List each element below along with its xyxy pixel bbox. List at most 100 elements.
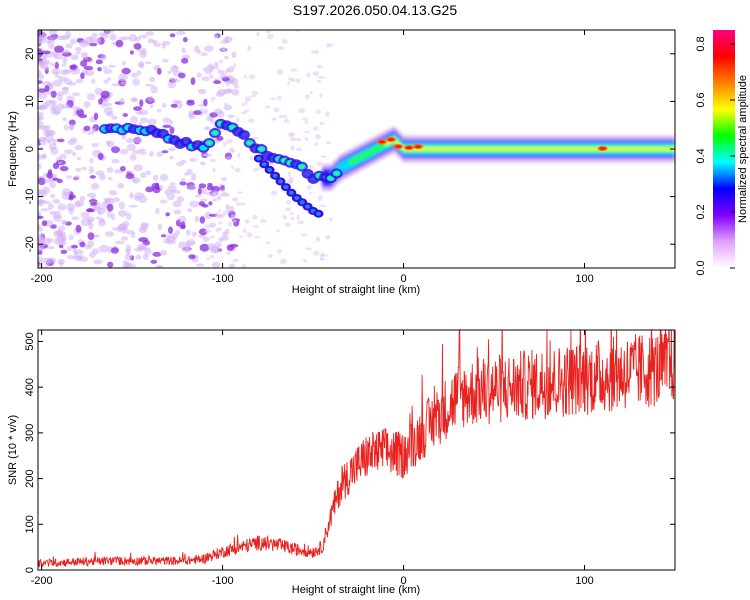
noise-blob [268,253,274,258]
noise-blob [87,131,94,136]
noise-blob [125,212,132,220]
noise-blob [228,75,234,80]
noise-blob [241,111,248,115]
noise-blob [295,138,302,142]
noise-blob [220,213,225,218]
noise-blob [198,234,207,238]
noise-blob [99,173,106,181]
noise-blob [54,45,64,53]
noise-blob [209,74,214,79]
noise-blob [147,38,154,44]
noise-blob [209,235,216,239]
noise-blob [60,249,68,254]
spectrogram-y-tick-label: 20 [24,48,36,60]
noise-blob [251,90,258,96]
noise-blob [222,89,233,94]
noise-blob [308,164,314,170]
noise-blob [243,74,247,79]
noise-blob [61,104,70,109]
noise-blob [49,181,56,189]
noise-blob [132,177,141,184]
noise-blob [168,226,173,234]
noise-blob [91,78,96,84]
noise-blob [153,42,162,47]
noise-blob [91,142,99,148]
noise-blob [167,70,172,74]
noise-blob [44,60,51,66]
noise-blob [178,241,187,249]
snr-y-tick-label: 500 [24,332,36,350]
noise-blob [110,247,119,254]
noise-blob [59,153,67,160]
noise-blob [133,164,144,172]
noise-blob [38,256,43,263]
snr-x-tick-label: -200 [31,575,53,587]
branch-blob-core [288,190,294,195]
snr-y-tick-label: 100 [24,515,36,533]
noise-blob [199,243,210,252]
noise-blob [131,72,139,78]
noise-blob [313,250,320,256]
ridge-blobs [99,118,608,218]
noise-blob [86,216,96,223]
noise-blob [129,153,137,161]
noise-blob [38,177,46,186]
noise-blob [290,68,298,72]
noise-blob [161,150,169,154]
noise-blob [144,61,152,65]
noise-blob [218,221,222,225]
noise-blob [169,155,174,160]
noise-blob [252,224,259,228]
noise-blob [58,76,68,83]
noise-blob [211,245,221,254]
noise-blob [190,77,196,85]
noise-blob [193,110,202,116]
noise-blob [120,166,126,172]
noise-blob [93,259,103,265]
noise-blob [260,219,267,223]
hot-spot-core [415,145,421,149]
noise-blob [316,161,323,166]
noise-blob [175,30,186,36]
noise-blob [180,177,186,183]
noise-blob [69,64,77,70]
noise-blob [38,111,44,117]
noise-blob [38,121,44,129]
noise-blob [179,181,187,186]
ridge-blob-peak [207,141,212,145]
noise-blob [273,107,280,113]
noise-blob [38,115,42,123]
snr-x-label: Height of straight line (km) [292,584,420,596]
noise-blob [49,210,57,216]
noise-blob [61,220,68,225]
noise-blob [200,52,208,56]
noise-blob [178,72,186,79]
noise-blob [123,36,130,40]
spectrogram-y-tick-label: 0 [24,146,36,152]
noise-blob [181,47,186,54]
snr-y-tick-label: 300 [24,424,36,442]
noise-blob [204,126,211,131]
noise-blob [45,129,55,137]
noise-blob [117,182,124,189]
noise-blob [264,105,271,109]
noise-blob [56,103,65,111]
noise-blob [270,97,276,101]
noise-blob [91,32,98,38]
noise-blob [51,68,61,75]
noise-blob [80,211,90,219]
noise-blob [304,120,309,124]
noise-blob [202,153,210,157]
noise-blob [133,43,142,50]
noise-blob [326,141,331,144]
noise-blob [230,165,234,169]
snr-axes: -200 -100 0 100 0 100 200 300 400 500 [24,330,675,587]
colorbar-tick-label: 0.6 [695,92,707,107]
noise-blob [38,236,43,244]
noise-blob [187,184,197,191]
noise-blob [74,201,82,207]
noise-blob [225,155,232,160]
noise-blob [239,202,246,206]
noise-blob [80,60,88,67]
